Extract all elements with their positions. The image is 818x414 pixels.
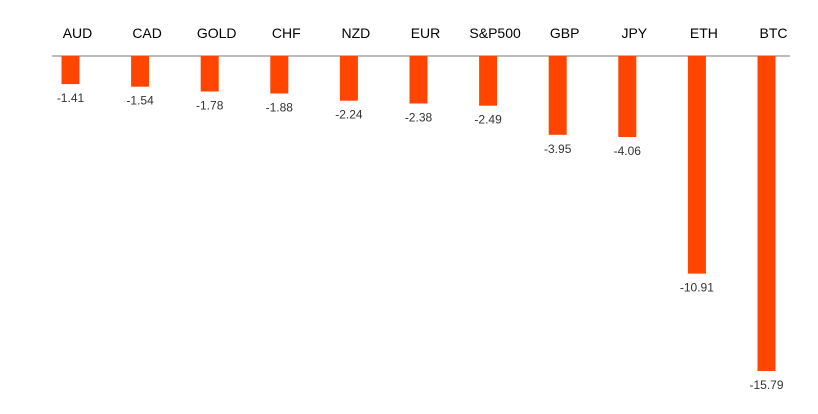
category-label: ETH: [690, 25, 718, 41]
bar-cad: [131, 56, 150, 87]
value-label: -3.95: [544, 142, 572, 156]
category-label: NZD: [342, 25, 371, 41]
category-label: AUD: [63, 25, 93, 41]
bars-group: [61, 56, 776, 371]
category-label: JPY: [621, 25, 647, 41]
bar-nzd: [339, 56, 358, 101]
value-labels-group: -1.41 -1.54 -1.78 -1.88 -2.24 -2.38 -2.49 -3.95…: [57, 91, 784, 392]
value-label: -15.79: [749, 378, 783, 392]
value-label: -4.06: [614, 144, 642, 158]
category-label: EUR: [411, 25, 441, 41]
category-label: CHF: [272, 25, 301, 41]
bar-eth: [687, 56, 706, 274]
category-label: GOLD: [197, 25, 237, 41]
category-label: S&P500: [469, 25, 521, 41]
value-label: -2.24: [335, 108, 363, 122]
bar-eur: [409, 56, 428, 104]
category-label: GBP: [550, 25, 580, 41]
value-label: -1.78: [196, 99, 224, 113]
category-label: CAD: [132, 25, 162, 41]
bar-btc: [757, 56, 776, 371]
value-label: -1.54: [126, 94, 154, 108]
value-label: -1.88: [266, 101, 294, 115]
bar-s-p500: [479, 56, 498, 106]
bar-chf: [270, 56, 289, 94]
value-label: -1.41: [57, 91, 85, 105]
value-label: -10.91: [680, 281, 714, 295]
bar-gold: [200, 56, 219, 92]
value-label: -2.49: [474, 113, 502, 127]
category-label: BTC: [760, 25, 788, 41]
bar-gbp: [548, 56, 567, 135]
value-label: -2.38: [405, 111, 433, 125]
bar-jpy: [618, 56, 637, 137]
bar-aud: [61, 56, 80, 85]
category-labels-group: AUD CAD GOLD CHF NZD EUR S&P500 GBP JPY ETH BTC: [63, 25, 788, 41]
